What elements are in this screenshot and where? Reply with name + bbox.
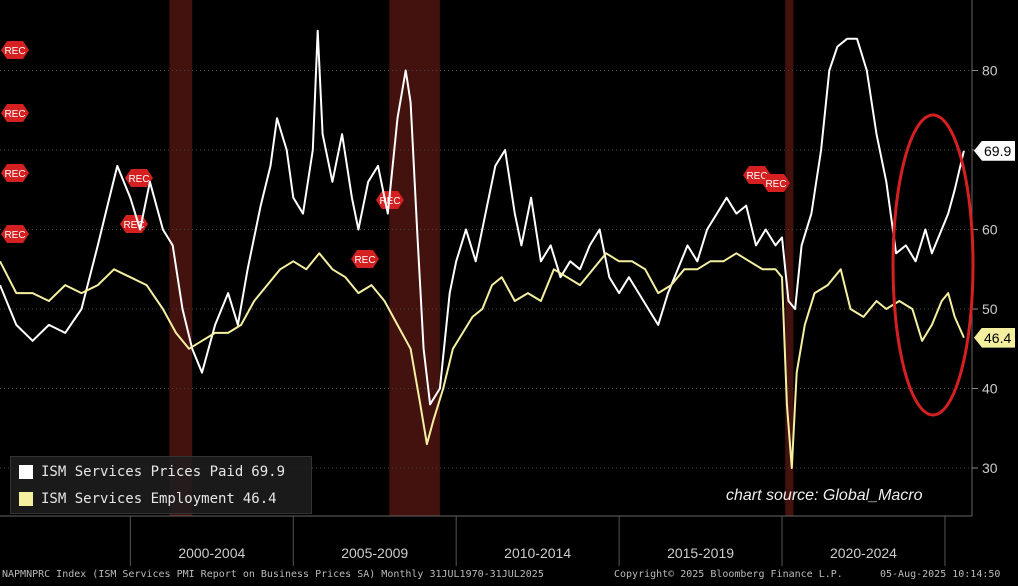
x-axis: 2000-2004 2005-2009 2010-2014 2015-2019 2020…: [0, 515, 972, 566]
chart-source-note: chart source: Global_Macro: [726, 487, 923, 504]
rec-marker: REC: [743, 166, 771, 184]
rec-marker-shape: [1, 104, 29, 122]
rec-marker: REC: [351, 250, 379, 268]
series-lines: [0, 29, 965, 469]
rec-marker-label: REC: [765, 179, 786, 190]
x-tick-label: 2020-2024: [830, 545, 897, 561]
rec-marker-shape: [1, 164, 29, 182]
rec-marker: REC: [125, 169, 153, 187]
rec-marker-label: REC: [4, 230, 25, 241]
footer-index-description: NAPMNPRC Index (ISM Services PMI Report …: [2, 569, 544, 580]
y-tick-label: 80: [982, 63, 998, 79]
rec-marker: REC: [120, 215, 148, 233]
highlight-ellipse: [891, 113, 975, 417]
legend-item-employment: ISM Services Employment 46.4: [11, 487, 311, 511]
recession-band: [389, 0, 440, 516]
rec-marker-label: REC: [354, 255, 375, 266]
rec-marker-label: REC: [4, 169, 25, 180]
rec-marker-label: REC: [746, 171, 767, 182]
footer-bar: NAPMNPRC Index (ISM Services PMI Report …: [0, 566, 1018, 586]
legend-item-prices-paid: ISM Services Prices Paid 69.9: [11, 460, 311, 484]
rec-marker-shape: [743, 166, 771, 184]
y-tick-label: 40: [982, 381, 998, 397]
grid-lines: [0, 70, 972, 469]
y-tick-label: 60: [982, 222, 998, 238]
x-tick-label: 2005-2009: [341, 545, 408, 561]
y-tick-label: 50: [982, 301, 998, 317]
legend-label: ISM Services Employment: [41, 491, 235, 507]
rec-marker-shape: [1, 41, 29, 59]
series-line-employment: [0, 252, 965, 469]
last-value-tag-prices-paid: 69.9: [974, 140, 1016, 161]
rec-marker: REC: [1, 41, 29, 59]
y-tick-label: 30: [982, 460, 998, 476]
legend-label: ISM Services Prices Paid: [41, 464, 244, 480]
x-tick-label: 2000-2004: [178, 545, 245, 561]
rec-marker-label: REC: [4, 46, 25, 57]
recession-band: [785, 0, 794, 516]
legend: ISM Services Prices Paid 69.9 ISM Servic…: [10, 456, 312, 514]
y-axis: 304050607080: [971, 0, 998, 516]
rec-marker-shape: [1, 225, 29, 243]
rec-marker: REC: [1, 104, 29, 122]
x-tick-label: 2010-2014: [504, 545, 571, 561]
rec-marker: REC: [762, 174, 790, 192]
rec-marker: REC: [1, 164, 29, 182]
recession-band: [169, 0, 193, 516]
x-tick-label: 2015-2019: [667, 545, 734, 561]
rec-marker-shape: [762, 174, 790, 192]
rec-marker-label: REC: [123, 220, 144, 231]
rec-marker-label: REC: [128, 174, 149, 185]
footer-copyright: Copyright© 2025 Bloomberg Finance L.P.: [614, 569, 843, 580]
rec-marker-shape: [125, 169, 153, 187]
legend-value: 46.4: [242, 491, 277, 507]
legend-value: 69.9: [251, 464, 286, 480]
series-line-prices-paid: [0, 29, 965, 406]
recession-bands: [169, 0, 794, 516]
rec-marker-shape: [351, 250, 379, 268]
footer-timestamp: 05-Aug-2025 10:14:50: [880, 569, 1001, 580]
legend-swatch-prices-paid: [19, 465, 33, 479]
last-value-tag-employment: 46.4: [974, 327, 1016, 348]
rec-marker: REC: [1, 225, 29, 243]
rec-marker-label: REC: [4, 109, 25, 120]
legend-swatch-employment: [19, 492, 33, 506]
